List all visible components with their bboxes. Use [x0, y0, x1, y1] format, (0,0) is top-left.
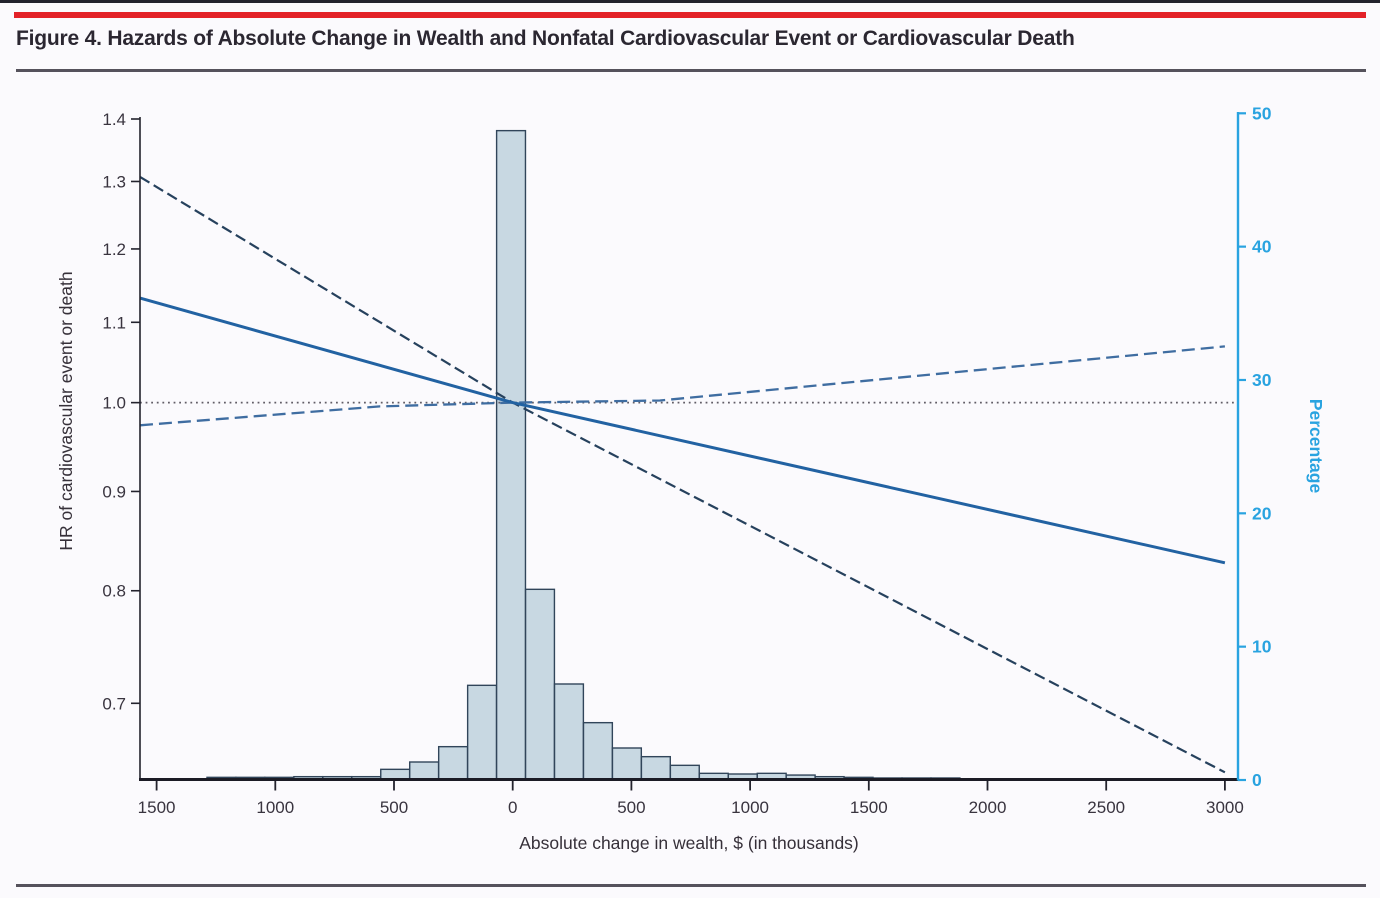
histogram-bar: [495, 129, 527, 781]
right-tick-label: 40: [1252, 237, 1272, 257]
x-tick-label: 2000: [969, 798, 1007, 817]
left-tick-label: 1.1: [102, 313, 126, 332]
x-tick-label: 500: [617, 798, 645, 817]
right-tick-label: 0: [1252, 770, 1262, 790]
figure-title: Figure 4. Hazards of Absolute Change in …: [16, 27, 1075, 50]
x-tick-label: 1500: [850, 798, 888, 817]
histogram-bar: [524, 588, 556, 781]
x-tick-label: 1000: [731, 798, 769, 817]
histogram-bar: [640, 755, 671, 781]
histogram-bar: [582, 721, 614, 781]
histogram-bar: [611, 747, 643, 781]
bottom-divider-rule: [16, 884, 1366, 887]
x-tick-label: 1000: [256, 798, 294, 817]
histogram-bar: [437, 745, 469, 781]
x-tick-label: 2500: [1087, 798, 1125, 817]
histogram-bar: [669, 764, 700, 781]
right-tick-label: 50: [1252, 103, 1272, 123]
title-divider-rule: [16, 69, 1366, 72]
histogram-bar: [409, 761, 440, 781]
left-tick-label: 0.8: [102, 582, 126, 601]
series-ci-bound-steep: [139, 175, 1226, 774]
left-tick-label: 1.2: [102, 240, 126, 259]
right-axis-title: Percentage: [1306, 399, 1326, 494]
left-tick-label: 1.0: [102, 394, 126, 413]
left-tick-label: 1.3: [102, 172, 126, 191]
right-tick-label: 30: [1252, 370, 1272, 390]
x-tick-label: 3000: [1206, 798, 1244, 817]
left-tick-label: 1.4: [102, 110, 126, 129]
x-tick-label: 500: [380, 798, 408, 817]
left-tick-label: 0.7: [102, 694, 126, 713]
histogram-bar: [553, 683, 585, 781]
right-tick-label: 20: [1252, 503, 1272, 523]
top-border: [0, 0, 1380, 3]
series-ci-bound-shallow: [139, 345, 1226, 427]
series-hr-estimate: [139, 296, 1226, 565]
x-axis-title: Absolute change in wealth, $ (in thousan…: [519, 833, 859, 853]
histogram-bar: [466, 684, 498, 781]
right-tick-label: 10: [1252, 637, 1272, 657]
x-tick-label: 1500: [138, 798, 176, 817]
x-tick-label: 0: [508, 798, 517, 817]
journal-red-accent-bar: [14, 12, 1366, 18]
left-tick-label: 0.9: [102, 482, 126, 501]
left-axis-title: HR of cardiovascular event or death: [56, 271, 76, 550]
